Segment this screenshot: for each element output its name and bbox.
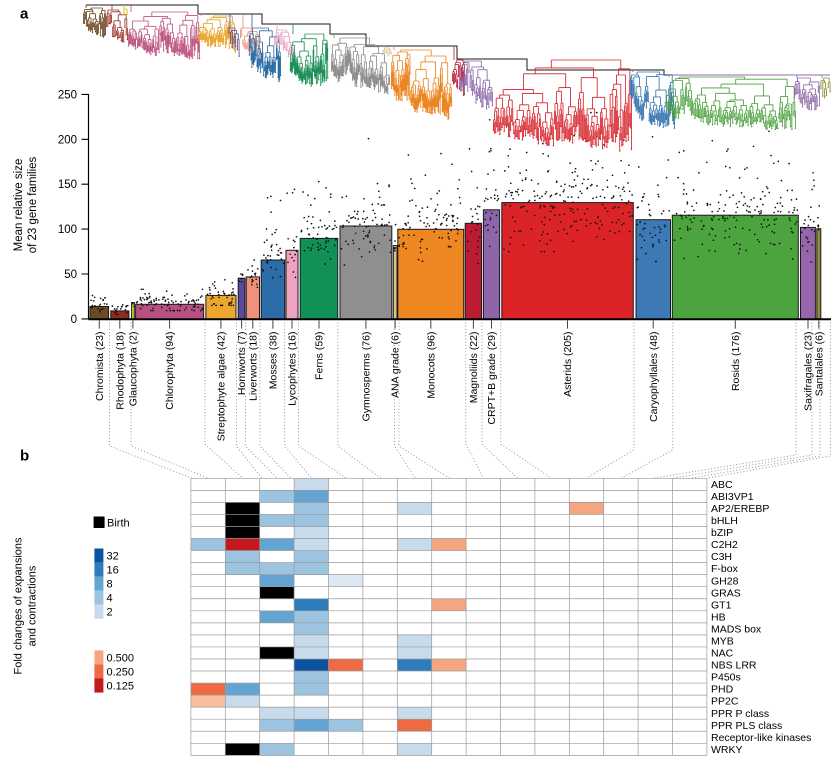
svg-text:Glaucophyta (2): Glaucophyta (2) <box>127 332 139 407</box>
svg-text:C3H: C3H <box>711 551 732 563</box>
svg-text:ABC: ABC <box>711 479 733 491</box>
svg-text:AP2/EREBP: AP2/EREBP <box>711 503 769 515</box>
svg-text:a: a <box>20 6 29 23</box>
svg-text:WRKY: WRKY <box>711 744 743 756</box>
svg-text:HB: HB <box>711 611 726 623</box>
svg-text:Ferns (59): Ferns (59) <box>314 332 326 380</box>
svg-text:F-box: F-box <box>711 563 739 575</box>
svg-text:200: 200 <box>58 134 77 146</box>
svg-text:PPR P class: PPR P class <box>711 708 769 720</box>
svg-text:Birth: Birth <box>107 518 130 530</box>
svg-text:of 23 gene families: of 23 gene families <box>27 156 39 253</box>
svg-text:P450s: P450s <box>711 672 741 684</box>
svg-text:ABI3VP1: ABI3VP1 <box>711 491 754 503</box>
svg-text:50: 50 <box>64 269 77 281</box>
svg-text:Receptor-like kinases: Receptor-like kinases <box>711 732 811 744</box>
svg-text:2: 2 <box>107 607 113 619</box>
svg-text:0: 0 <box>71 314 77 326</box>
svg-text:and contractions: and contractions <box>27 565 39 646</box>
svg-text:Mean relative size: Mean relative size <box>13 159 25 252</box>
svg-text:Asterids (205): Asterids (205) <box>562 332 574 397</box>
svg-text:0.250: 0.250 <box>107 667 135 679</box>
svg-text:250: 250 <box>58 89 77 101</box>
svg-text:Mosses (38): Mosses (38) <box>268 332 280 390</box>
svg-text:Rosids (176): Rosids (176) <box>730 332 742 392</box>
svg-text:Rhodophyta (18): Rhodophyta (18) <box>114 332 126 410</box>
svg-text:GRAS: GRAS <box>711 587 741 599</box>
svg-text:MADS box: MADS box <box>711 624 762 636</box>
svg-text:MYB: MYB <box>711 636 734 648</box>
svg-text:Caryophyllales (48): Caryophyllales (48) <box>648 332 660 422</box>
svg-text:100: 100 <box>58 224 77 236</box>
svg-text:Liverworts (18): Liverworts (18) <box>247 332 259 401</box>
svg-text:8: 8 <box>107 579 113 591</box>
svg-text:Hornworts (7): Hornworts (7) <box>236 332 248 396</box>
svg-text:bZIP: bZIP <box>711 527 733 539</box>
svg-text:NBS LRR: NBS LRR <box>711 660 757 672</box>
svg-text:bHLH: bHLH <box>711 515 738 527</box>
svg-text:GH28: GH28 <box>711 575 739 587</box>
svg-text:0.500: 0.500 <box>107 652 135 664</box>
svg-text:Saxifragales (23): Saxifragales (23) <box>803 332 815 411</box>
svg-text:Streptophyte algae (42): Streptophyte algae (42) <box>216 332 228 442</box>
svg-text:0.125: 0.125 <box>107 681 135 693</box>
svg-text:Lycophytes (16): Lycophytes (16) <box>287 332 299 406</box>
svg-text:Santalales (6): Santalales (6) <box>813 332 825 397</box>
svg-text:Chlorophyta (94): Chlorophyta (94) <box>164 332 176 410</box>
svg-text:NAC: NAC <box>711 648 734 660</box>
svg-text:PHD: PHD <box>711 684 734 696</box>
svg-text:Chromista (23): Chromista (23) <box>94 332 106 401</box>
svg-text:Magnoliids (22): Magnoliids (22) <box>468 332 480 404</box>
svg-text:Monocots (96): Monocots (96) <box>425 332 437 399</box>
svg-text:b: b <box>20 448 29 465</box>
svg-text:ANA grade (6): ANA grade (6) <box>390 332 402 399</box>
svg-text:PPR PLS class: PPR PLS class <box>711 720 782 732</box>
svg-text:GT1: GT1 <box>711 599 732 611</box>
svg-text:4: 4 <box>107 593 113 605</box>
svg-text:150: 150 <box>58 179 77 191</box>
svg-text:Gymnosperms (76): Gymnosperms (76) <box>361 332 373 422</box>
svg-text:CRPT+B grade (29): CRPT+B grade (29) <box>486 332 498 425</box>
svg-text:PP2C: PP2C <box>711 696 739 708</box>
svg-text:C2H2: C2H2 <box>711 539 738 551</box>
svg-text:Fold changes of expansions: Fold changes of expansions <box>13 537 25 674</box>
svg-text:32: 32 <box>107 551 119 563</box>
svg-text:16: 16 <box>107 565 119 577</box>
